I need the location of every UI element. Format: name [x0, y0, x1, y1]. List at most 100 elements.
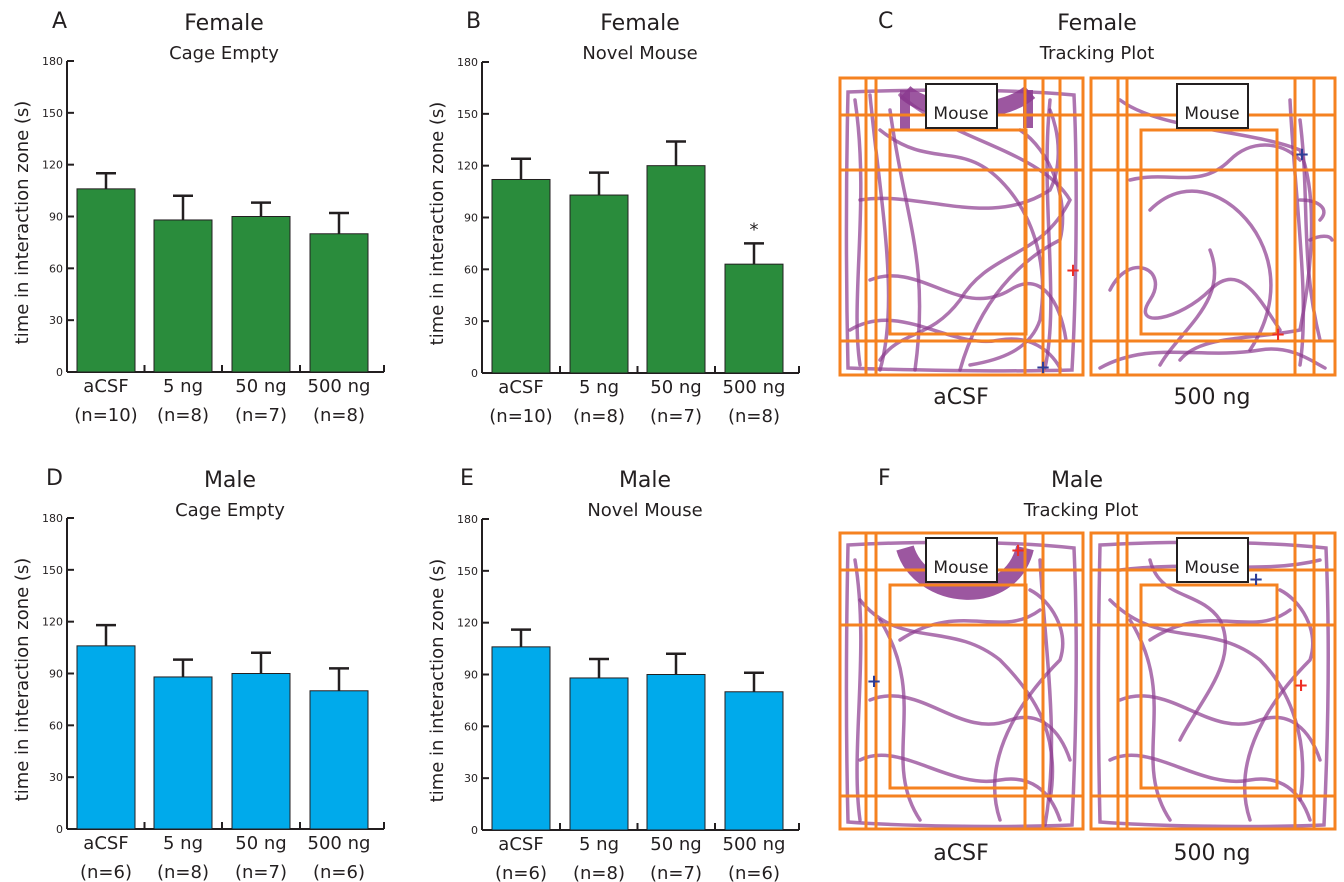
chart-b-plot: 0 30 60 90 120 150 180 time in interaction zone…: [427, 56, 800, 427]
chart-d-title: Male: [204, 468, 256, 493]
panel-letter-c: C: [878, 9, 893, 34]
chart-d-plot: 0 30 60 90 120 150 180 time in interaction zone…: [12, 512, 385, 882]
y-axis-label: time in interaction zone (s): [427, 102, 448, 346]
bar: [569, 194, 629, 374]
x-tick-n-label: (n=7): [650, 863, 702, 882]
arena-label: aCSF: [933, 385, 988, 410]
bar: [231, 216, 291, 373]
x-tick-label: 5 ng: [579, 834, 619, 855]
y-tick-label: 0: [471, 824, 478, 837]
panel-letter-e: E: [460, 466, 474, 491]
tracking-c-subtitle: Tracking Plot: [1039, 43, 1155, 64]
arena-label: 500 ng: [1174, 841, 1251, 866]
chart-e-subtitle: Novel Mouse: [587, 500, 702, 521]
start-marker-icon: +: [1294, 144, 1309, 165]
chart-a-plot: 0 30 60 90 120 150 180 time in interaction zone…: [12, 55, 385, 426]
y-tick-label: 90: [464, 669, 478, 682]
y-tick-label: 150: [42, 107, 63, 120]
mouse-cage-box: [925, 83, 998, 129]
mouse-cage-box: [1176, 537, 1249, 583]
x-tick-label: 500 ng: [723, 377, 786, 398]
x-tick-n-label: (n=8): [157, 405, 209, 426]
y-tick-label: 30: [464, 772, 478, 785]
panel-letter-b: B: [466, 9, 481, 34]
chart-b-subtitle: Novel Mouse: [582, 43, 697, 64]
y-tick-label: 180: [42, 55, 63, 68]
start-marker-icon: +: [866, 671, 881, 692]
zone-lines: [838, 76, 1085, 377]
y-tick-label: 180: [457, 513, 478, 526]
y-tick-label: 0: [56, 823, 63, 836]
tracking-path: [844, 540, 1078, 829]
y-tick-label: 150: [42, 564, 63, 577]
tracking-f-title: Male: [1051, 468, 1103, 493]
panel-letter-a: A: [52, 9, 67, 34]
x-tick-label: 50 ng: [235, 376, 286, 397]
tracking-path-dense: [900, 90, 1033, 130]
y-tick-label: 0: [56, 366, 63, 379]
arena-label: 500 ng: [1174, 385, 1251, 410]
mouse-cage-box: [925, 537, 998, 583]
tracking-path: [1098, 98, 1334, 370]
bar: [724, 691, 784, 831]
y-axis-label: time in interaction zone (s): [12, 101, 33, 345]
tracking-f-subtitle: Tracking Plot: [1023, 500, 1139, 521]
bar: [153, 219, 213, 373]
y-tick-label: 60: [464, 720, 478, 733]
end-marker-icon: +: [1065, 260, 1080, 281]
y-tick-label: 60: [49, 262, 63, 275]
chart-e-plot: 0 30 60 90 120 150 180 time in interaction zone…: [427, 513, 800, 882]
zone-lines: [1089, 531, 1337, 831]
tracking-c-arena-500ng: Mouse + + 500 ng: [1089, 76, 1337, 410]
bar: [646, 165, 706, 374]
tracking-c-title: Female: [1057, 11, 1137, 36]
end-marker-icon: +: [1010, 540, 1025, 561]
x-tick-label: 50 ng: [650, 377, 701, 398]
x-tick-label: 50 ng: [235, 833, 286, 854]
zone-lines: [1089, 76, 1337, 377]
y-tick-label: 180: [42, 512, 63, 525]
start-marker-icon: +: [1035, 357, 1050, 378]
mouse-cage-box: [1176, 83, 1249, 129]
x-tick-label: 5 ng: [163, 833, 203, 854]
x-tick-n-label: (n=8): [573, 406, 625, 427]
x-tick-n-label: (n=6): [495, 863, 547, 882]
bar: [491, 646, 551, 831]
bar: [309, 690, 369, 830]
x-tick-n-label: (n=8): [313, 405, 365, 426]
y-tick-label: 120: [42, 159, 63, 172]
x-tick-n-label: (n=10): [74, 405, 137, 426]
x-tick-n-label: (n=6): [80, 862, 132, 882]
y-tick-label: 90: [464, 212, 478, 225]
y-tick-label: 0: [471, 367, 478, 380]
mouse-cage-label: Mouse: [1184, 558, 1239, 578]
y-tick-label: 30: [49, 314, 63, 327]
y-tick-label: 120: [457, 617, 478, 630]
x-tick-n-label: (n=7): [650, 406, 702, 427]
bar: [231, 673, 291, 830]
y-tick-label: 150: [457, 565, 478, 578]
panel-d: D Male Cage Empty 0 30 60 90 120 150 180 time i…: [12, 466, 385, 882]
mouse-cage-label: Mouse: [933, 104, 988, 124]
x-tick-label: 500 ng: [308, 833, 371, 854]
bar: [76, 188, 136, 373]
x-tick-label: aCSF: [83, 833, 128, 854]
x-tick-n-label: (n=8): [728, 406, 780, 427]
y-tick-label: 60: [49, 719, 63, 732]
arena-label: aCSF: [933, 841, 988, 866]
x-tick-n-label: (n=7): [235, 862, 287, 882]
mouse-cage-label: Mouse: [1184, 104, 1239, 124]
x-tick-n-label: (n=6): [728, 863, 780, 882]
x-tick-n-label: (n=6): [313, 862, 365, 882]
y-tick-label: 60: [464, 263, 478, 276]
x-tick-label: 5 ng: [579, 377, 619, 398]
bar: [491, 178, 551, 374]
chart-d-subtitle: Cage Empty: [175, 500, 285, 521]
panel-letter-f: F: [878, 466, 891, 491]
y-tick-label: 30: [464, 315, 478, 328]
bar: [76, 645, 136, 830]
tracking-f-arena-500ng: Mouse + + 500 ng: [1089, 531, 1337, 866]
x-tick-n-label: (n=8): [573, 863, 625, 882]
panel-letter-d: D: [46, 466, 63, 491]
chart-a-subtitle: Cage Empty: [169, 43, 279, 64]
